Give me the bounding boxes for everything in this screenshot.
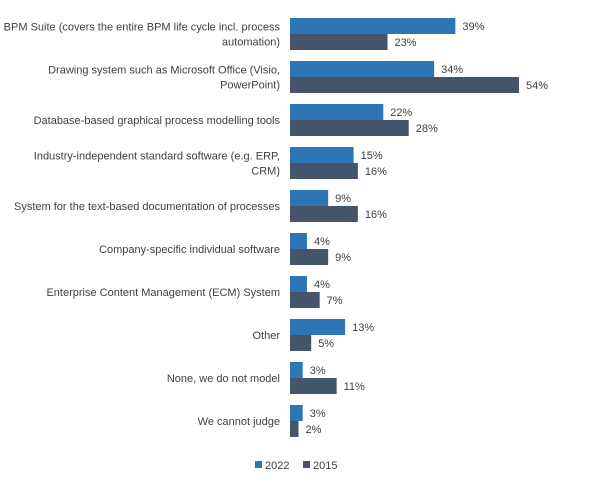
bar-2015: [290, 249, 329, 265]
category-label: Enterprise Content Management (ECM) Syst…: [46, 287, 280, 299]
data-label-2022: 39%: [462, 21, 484, 33]
category-label: CRM): [251, 166, 280, 178]
bar-2022: [290, 18, 456, 34]
bar-2015: [290, 421, 299, 437]
category-label: Database-based graphical process modelli…: [34, 115, 281, 127]
category-label: Drawing system such as Microsoft Office …: [48, 65, 280, 77]
legend-swatch-2022: [255, 461, 262, 468]
category-label: None, we do not model: [167, 373, 280, 385]
data-label-2022: 4%: [314, 279, 330, 291]
data-label-2022: 34%: [441, 64, 463, 76]
data-label-2015: 9%: [335, 252, 351, 264]
data-label-2015: 54%: [526, 80, 548, 92]
data-label-2015: 7%: [327, 295, 343, 307]
bar-2022: [290, 319, 346, 335]
legend-label: 2022: [265, 460, 289, 472]
legend-swatch-2015: [303, 461, 310, 468]
bar-2015: [290, 120, 409, 136]
data-label-2022: 3%: [310, 365, 326, 377]
bar-2015: [290, 163, 358, 179]
data-label-2015: 23%: [395, 37, 417, 49]
data-label-2015: 5%: [318, 338, 334, 350]
bar-2022: [290, 104, 384, 120]
category-label: automation): [222, 37, 280, 49]
category-label: Industry-independent standard software (…: [34, 151, 280, 163]
data-label-2022: 13%: [352, 322, 374, 334]
bar-2022: [290, 147, 354, 163]
data-label-2022: 9%: [335, 193, 351, 205]
data-label-2022: 3%: [310, 408, 326, 420]
data-label-2022: 15%: [361, 150, 383, 162]
category-label: Company-specific individual software: [99, 244, 280, 256]
data-label-2015: 2%: [305, 424, 321, 436]
bar-2022: [290, 405, 303, 421]
bar-2022: [290, 61, 435, 77]
category-label: Other: [252, 330, 280, 342]
category-label: System for the text-based documentation …: [14, 201, 280, 213]
bar-2015: [290, 335, 312, 351]
bar-2015: [290, 378, 337, 394]
bar-2022: [290, 276, 307, 292]
data-label-2022: 4%: [314, 236, 330, 248]
bar-2015: [290, 206, 358, 222]
category-label: PowerPoint): [220, 80, 280, 92]
data-label-2015: 11%: [344, 381, 365, 393]
legend-label: 2015: [313, 460, 337, 472]
data-label-2015: 16%: [365, 166, 387, 178]
data-label-2022: 22%: [390, 107, 412, 119]
bar-2015: [290, 292, 320, 308]
data-label-2015: 28%: [416, 123, 438, 135]
bar-2022: [290, 190, 329, 206]
bar-2015: [290, 34, 388, 50]
data-label-2015: 16%: [365, 209, 387, 221]
bar-2022: [290, 233, 307, 249]
category-label: BPM Suite (covers the entire BPM life cy…: [4, 22, 281, 34]
bar-2015: [290, 77, 519, 93]
category-label: We cannot judge: [198, 416, 280, 428]
bar-2022: [290, 362, 303, 378]
